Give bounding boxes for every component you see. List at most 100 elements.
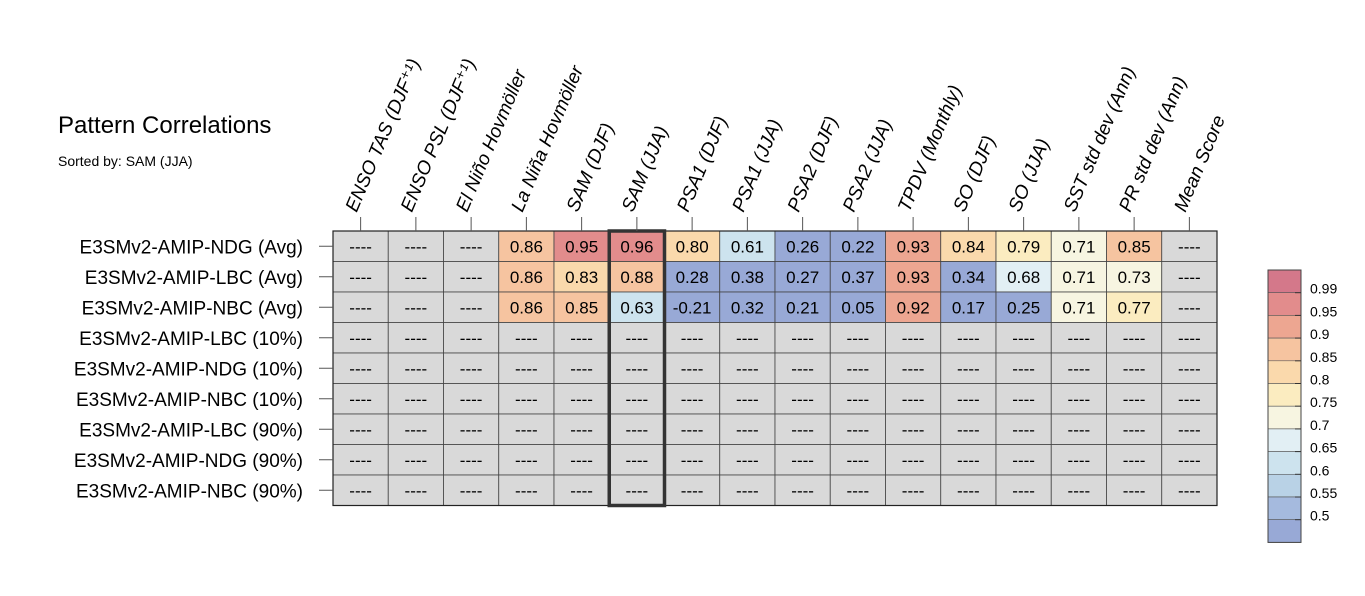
cell-value-label: 0.86 — [510, 268, 543, 287]
cell-value-label: ---- — [405, 420, 428, 439]
heatmap-cell — [829, 352, 886, 384]
heatmap-cell — [774, 444, 831, 476]
cell-value-label: 0.26 — [786, 237, 819, 256]
cell-value-label: ---- — [1178, 237, 1201, 256]
heatmap-cell — [885, 352, 942, 384]
cell-value-label: ---- — [626, 420, 649, 439]
heatmap-cell — [719, 413, 776, 445]
legend-swatch — [1267, 473, 1302, 498]
cell-value-label: ---- — [570, 420, 593, 439]
cell-value-label: ---- — [736, 420, 759, 439]
cell-value-label: 0.27 — [786, 268, 819, 287]
cell-value-label: ---- — [460, 420, 483, 439]
heatmap-cell — [553, 444, 610, 476]
cell-value-label: ---- — [349, 237, 372, 256]
heatmap-cell — [332, 230, 389, 262]
cell-value-label: ---- — [902, 451, 925, 470]
cell-value-label: ---- — [902, 329, 925, 348]
heatmap-cell — [498, 352, 555, 384]
cell-value-label: 0.80 — [676, 237, 709, 256]
cell-value-label: ---- — [460, 237, 483, 256]
heatmap-cell — [940, 352, 997, 384]
cell-value-label: 0.93 — [897, 268, 930, 287]
legend-tick-label: 0.99 — [1310, 281, 1337, 297]
cell-value-label: ---- — [570, 359, 593, 378]
heatmap-cell — [1161, 474, 1218, 506]
heatmap-cell — [995, 413, 1052, 445]
heatmap-cell — [829, 230, 886, 262]
row-label: E3SMv2-AMIP-LBC (10%) — [79, 329, 303, 350]
cell-value-label: ---- — [626, 329, 649, 348]
heatmap-cell — [553, 291, 610, 323]
cell-value-label: ---- — [515, 359, 538, 378]
legend-tick-label: 0.6 — [1310, 462, 1330, 478]
cell-value-label: 0.38 — [731, 268, 764, 287]
cell-value-label: ---- — [405, 481, 428, 500]
heatmap-cell — [940, 444, 997, 476]
heatmap-cell — [1050, 383, 1107, 415]
cell-value-label: ---- — [681, 329, 704, 348]
row-label: E3SMv2-AMIP-LBC (90%) — [79, 420, 303, 441]
column-label: SO (JJA) — [1005, 136, 1054, 215]
cell-value-label: ---- — [1123, 359, 1146, 378]
cell-value-label: ---- — [349, 298, 372, 317]
heatmap-cell — [719, 383, 776, 415]
cell-value-label: ---- — [791, 359, 814, 378]
cell-value-label: ---- — [957, 359, 980, 378]
cell-value-label: ---- — [1178, 329, 1201, 348]
cell-value-label: 0.95 — [565, 237, 598, 256]
cell-value-label: 0.63 — [620, 298, 653, 317]
heatmap-cell — [498, 322, 555, 354]
legend-tick-label: 0.75 — [1310, 394, 1337, 410]
cell-value-label: ---- — [460, 451, 483, 470]
heatmap-cell — [1106, 444, 1163, 476]
legend-tick-label: 0.9 — [1310, 326, 1330, 342]
cell-value-label: ---- — [1123, 390, 1146, 409]
heatmap-cell — [774, 413, 831, 445]
column-label: SAM (JJA) — [618, 123, 673, 215]
cell-value-label: ---- — [847, 451, 870, 470]
heatmap-cell — [443, 291, 500, 323]
cell-value-label: ---- — [902, 390, 925, 409]
cell-value-label: 0.92 — [897, 298, 930, 317]
cell-value-label: ---- — [349, 268, 372, 287]
cell-value-label: 0.85 — [565, 298, 598, 317]
legend-swatch — [1267, 428, 1302, 452]
cell-value-label: ---- — [1178, 481, 1201, 500]
cell-value-label: ---- — [847, 329, 870, 348]
row-label: E3SMv2-AMIP-LBC (Avg) — [85, 268, 303, 289]
cell-value-label: ---- — [405, 298, 428, 317]
heatmap-cell — [498, 474, 555, 506]
cell-value-label: ---- — [1178, 298, 1201, 317]
cell-value-label: ---- — [515, 451, 538, 470]
heatmap-cell — [1050, 291, 1107, 323]
heatmap-cell — [1106, 383, 1163, 415]
heatmap-cell — [719, 322, 776, 354]
cell-value-label: ---- — [847, 481, 870, 500]
heatmap-cell — [1161, 230, 1218, 262]
heatmap-cell — [1106, 261, 1163, 293]
heatmap-cell — [553, 474, 610, 506]
cell-value-label: ---- — [847, 420, 870, 439]
heatmap-cell — [1161, 291, 1218, 323]
row-label: E3SMv2-AMIP-NDG (90%) — [74, 451, 303, 472]
cell-value-label: ---- — [681, 420, 704, 439]
legend-tick-label: 0.5 — [1310, 508, 1330, 524]
heatmap-cell — [608, 444, 665, 476]
legend-swatch — [1267, 405, 1302, 430]
cell-value-label: ---- — [405, 359, 428, 378]
heatmap-cell — [885, 261, 942, 293]
column-label: PSA1 (JJA) — [729, 116, 787, 215]
heatmap-cell — [774, 261, 831, 293]
cell-value-label: 0.71 — [1062, 268, 1095, 287]
cell-value-label: ---- — [681, 481, 704, 500]
heatmap-cell — [774, 474, 831, 506]
heatmap-cell — [719, 444, 776, 476]
cell-value-label: ---- — [902, 359, 925, 378]
cell-value-label: ---- — [791, 481, 814, 500]
cell-value-label: ---- — [1068, 359, 1091, 378]
column-label: SO (DJF) — [950, 133, 1001, 215]
cell-value-label: ---- — [460, 329, 483, 348]
cell-value-label: 0.37 — [841, 268, 874, 287]
